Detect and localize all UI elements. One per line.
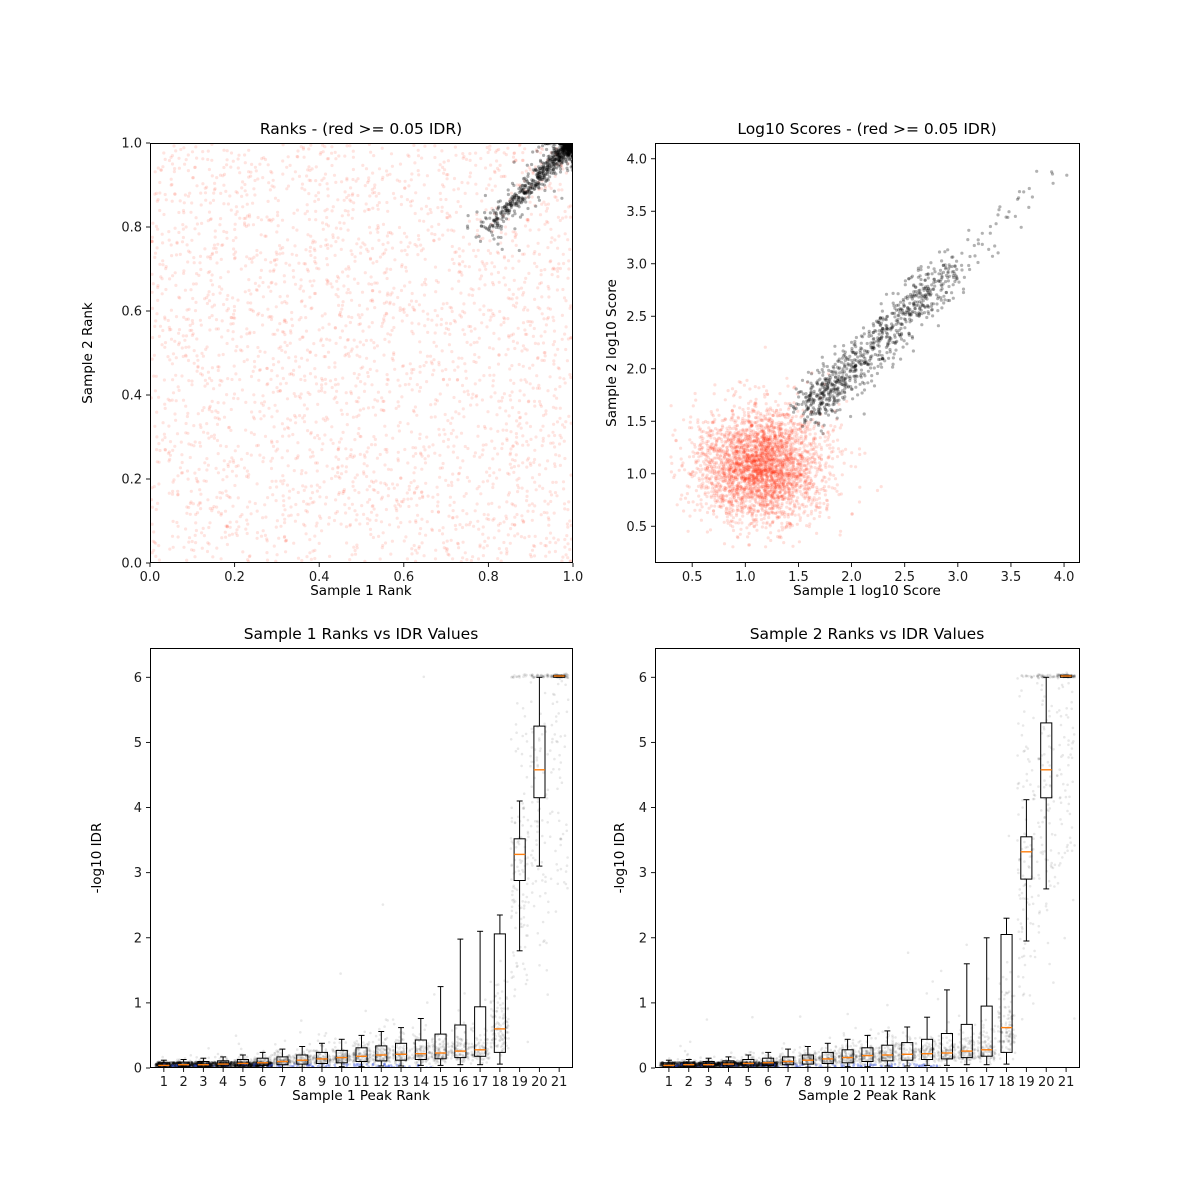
series-idr-points-gray [153,672,570,1068]
axis-ticks: 0.5 1.0 1.5 2.0 2.5 3.0 3.5 4.00.51.01.52.02.53… [626,152,1074,585]
ranks-scatter-plot: 0.0 0.2 0.4 0.6 0.8 1.0 0.0 0.2 0.4 0.6 0.8 1.0 [121,137,583,586]
ylabel-neglog10-idr-left: -log10 IDR [89,822,105,894]
boxplots [157,674,566,1068]
boxplots [662,674,1073,1068]
plot-title-sample1-idr: Sample 1 Ranks vs IDR Values [243,625,479,643]
svg-text:0.8: 0.8 [478,570,499,585]
axes-frame [150,143,573,563]
svg-text:0.8: 0.8 [121,221,142,236]
axis-ticks: 0.0 0.2 0.4 0.6 0.8 1.0 0.0 0.2 0.4 0.6 0.8 1.0 [121,137,583,586]
xlabel-sample1-log10-score: Sample 1 log10 Score [793,583,941,599]
svg-text:0.4: 0.4 [121,389,142,404]
svg-text:0.4: 0.4 [309,570,330,585]
svg-text:0.0: 0.0 [121,557,142,572]
series-idr-ge-0.05-red [669,345,883,549]
log10-scores-scatter-plot: 0.5 1.0 1.5 2.0 2.5 3.0 3.5 4.00.51.01.52.02.53… [626,143,1080,585]
svg-text:0.6: 0.6 [393,570,414,585]
series-idr-ge-0.05-red [150,143,573,563]
svg-text:0.2: 0.2 [121,473,142,488]
svg-text:0.6: 0.6 [121,305,142,320]
ylabel-sample2-log10-score: Sample 2 log10 Score [604,279,620,427]
xlabel-sample1-peak-rank: Sample 1 Peak Rank [292,1088,430,1104]
series-idr-lt-0.05-black [789,169,1069,436]
svg-text:0.2: 0.2 [224,570,245,585]
axes-frame [150,648,573,1068]
svg-text:0.0: 0.0 [140,570,161,585]
axes-frame [655,143,1080,563]
ylabel-sample2-rank: Sample 2 Rank [80,302,96,404]
plot-title-sample2-idr: Sample 2 Ranks vs IDR Values [749,625,985,643]
svg-text:1.0: 1.0 [121,137,142,152]
ylabel-neglog10-idr-right: -log10 IDR [612,822,628,894]
svg-text:1.0: 1.0 [563,570,584,585]
plot-title-log10-scores: Log10 Scores - (red >= 0.05 IDR) [737,120,997,138]
xlabel-sample1-rank: Sample 1 Rank [310,583,412,599]
xlabel-sample2-peak-rank: Sample 2 Peak Rank [798,1088,936,1104]
axes-frame [655,648,1080,1068]
plot-title-ranks: Ranks - (red >= 0.05 IDR) [259,120,463,138]
series-idr-points-gray [658,671,1076,1068]
